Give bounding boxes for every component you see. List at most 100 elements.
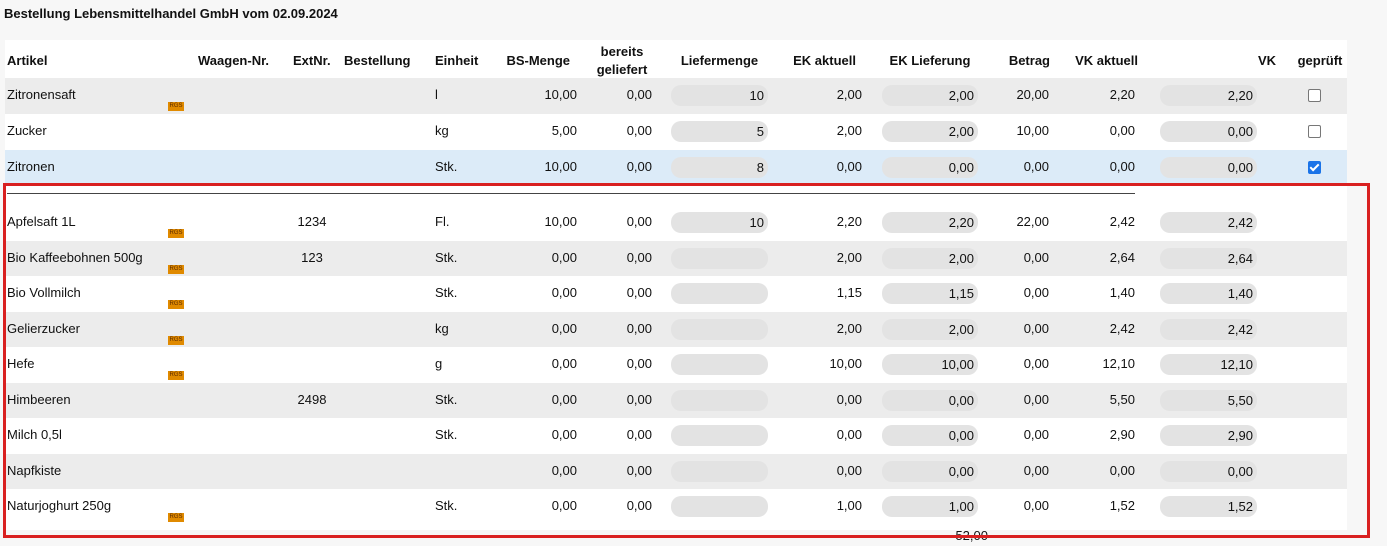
input-vk[interactable]: 1,40 <box>1160 283 1257 304</box>
input-liefer[interactable] <box>671 496 768 517</box>
rgs-badge: RGS <box>168 264 184 274</box>
input-ekl[interactable]: 2,20 <box>882 212 978 233</box>
input-vk[interactable]: 0,00 <box>1160 157 1257 178</box>
input-vk[interactable]: 0,00 <box>1160 121 1257 142</box>
page-title: Bestellung Lebensmittelhandel GmbH vom 0… <box>4 6 338 21</box>
cell-einheit: Stk. <box>435 427 458 442</box>
cell-einheit: Stk. <box>435 391 458 407</box>
column-header: Betrag <box>1008 53 1050 68</box>
cell-einheit: l <box>435 87 438 102</box>
cell-ek: 0,00 <box>836 391 862 407</box>
input-vk[interactable]: 5,50 <box>1160 389 1257 411</box>
cell-vka: 1,40 <box>1109 285 1135 300</box>
column-header: EK Lieferung <box>889 53 971 68</box>
cell-betrag: 22,00 <box>1016 214 1049 229</box>
cell-vka: 1,52 <box>1109 498 1135 513</box>
cell-betrag: 10,00 <box>1016 123 1049 138</box>
input-liefer[interactable] <box>671 283 768 304</box>
checkbox[interactable] <box>1308 89 1321 102</box>
cell-name: Bio Vollmilch <box>7 285 81 300</box>
input-ekl[interactable]: 1,15 <box>882 283 978 304</box>
cell-geliefert: 0,00 <box>626 462 652 478</box>
cell-ek: 2,00 <box>836 87 862 102</box>
checkbox[interactable] <box>1308 161 1321 174</box>
input-ekl[interactable]: 0,00 <box>882 460 978 482</box>
cell-name: Hefe <box>7 356 35 371</box>
column-header: Artikel <box>7 53 48 68</box>
cell-bs: 0,00 <box>551 462 577 478</box>
input-liefer[interactable] <box>671 354 768 375</box>
cell-ext: 2498 <box>297 391 327 407</box>
column-header: EK aktuell <box>793 53 856 68</box>
cell-geliefert: 0,00 <box>626 159 652 174</box>
input-vk[interactable]: 2,64 <box>1160 247 1257 269</box>
column-header: bereits geliefert <box>596 44 648 77</box>
cell-geliefert: 0,00 <box>626 87 652 102</box>
column-header: BS-Menge <box>506 53 570 68</box>
column-header: Bestellung <box>344 53 411 68</box>
cell-bs: 0,00 <box>551 249 577 265</box>
input-vk[interactable]: 2,90 <box>1160 425 1257 446</box>
input-ekl[interactable]: 2,00 <box>882 318 978 340</box>
cell-bs: 0,00 <box>551 356 577 371</box>
cell-geliefert: 0,00 <box>626 320 652 336</box>
cell-geliefert: 0,00 <box>626 391 652 407</box>
cell-einheit: Stk. <box>435 285 458 300</box>
input-liefer[interactable]: 10 <box>671 85 768 106</box>
input-liefer[interactable] <box>671 318 768 340</box>
input-ekl[interactable]: 0,00 <box>882 425 978 446</box>
rgs-badge: RGS <box>168 335 184 345</box>
input-vk[interactable]: 2,42 <box>1160 212 1257 233</box>
input-vk[interactable]: 12,10 <box>1160 354 1257 375</box>
rgs-badge: RGS <box>168 229 184 238</box>
cell-name: Zitronensaft <box>7 87 76 102</box>
cell-bs: 0,00 <box>551 391 577 407</box>
input-ekl[interactable]: 10,00 <box>882 354 978 375</box>
checkbox[interactable] <box>1308 125 1321 138</box>
input-vk[interactable]: 1,52 <box>1160 496 1257 517</box>
input-liefer[interactable] <box>671 389 768 411</box>
cell-bs: 10,00 <box>544 214 577 229</box>
cell-einheit: Stk. <box>435 498 458 513</box>
column-header: Liefermenge <box>680 53 759 68</box>
input-liefer[interactable]: 10 <box>671 212 768 233</box>
input-vk[interactable]: 2,20 <box>1160 85 1257 106</box>
input-ekl[interactable]: 0,00 <box>882 157 978 178</box>
cell-ext: 123 <box>301 249 323 265</box>
cell-name: Bio Kaffeebohnen 500g <box>7 249 143 265</box>
input-ekl[interactable]: 2,00 <box>882 121 978 142</box>
cell-ext: 1234 <box>297 214 327 229</box>
cell-name: Napfkiste <box>7 462 62 478</box>
cell-einheit: kg <box>435 123 449 138</box>
cell-betrag: 0,00 <box>1023 427 1049 442</box>
cell-ek: 0,00 <box>836 427 862 442</box>
input-vk[interactable]: 2,42 <box>1160 318 1257 340</box>
input-vk[interactable]: 0,00 <box>1160 460 1257 482</box>
cell-betrag: 0,00 <box>1023 320 1049 336</box>
cell-bs: 0,00 <box>551 498 577 513</box>
input-liefer[interactable]: 8 <box>671 157 768 178</box>
cell-name: Zitronen <box>7 159 55 174</box>
input-ekl[interactable]: 2,00 <box>882 247 978 269</box>
cell-ek: 2,00 <box>836 123 862 138</box>
cell-vka: 12,10 <box>1102 356 1135 371</box>
cell-name: Milch 0,5l <box>7 427 62 442</box>
input-liefer[interactable] <box>671 460 768 482</box>
cell-ek: 1,00 <box>836 498 862 513</box>
cell-vka: 2,42 <box>1109 320 1135 336</box>
input-ekl[interactable]: 1,00 <box>882 496 978 517</box>
cell-betrag: 0,00 <box>1023 391 1049 407</box>
input-liefer[interactable] <box>671 425 768 446</box>
column-header: VK aktuell <box>1075 53 1138 68</box>
cell-betrag: 0,00 <box>1023 498 1049 513</box>
input-ekl[interactable]: 0,00 <box>882 389 978 411</box>
column-header: ExtNr. <box>293 53 331 68</box>
input-liefer[interactable] <box>671 247 768 269</box>
cell-ek: 10,00 <box>829 356 862 371</box>
cell-geliefert: 0,00 <box>626 427 652 442</box>
input-ekl[interactable]: 2,00 <box>882 85 978 106</box>
group-separator <box>7 193 1135 194</box>
input-liefer[interactable]: 5 <box>671 121 768 142</box>
cell-vka: 2,64 <box>1109 249 1135 265</box>
cell-bs: 5,00 <box>551 123 577 138</box>
